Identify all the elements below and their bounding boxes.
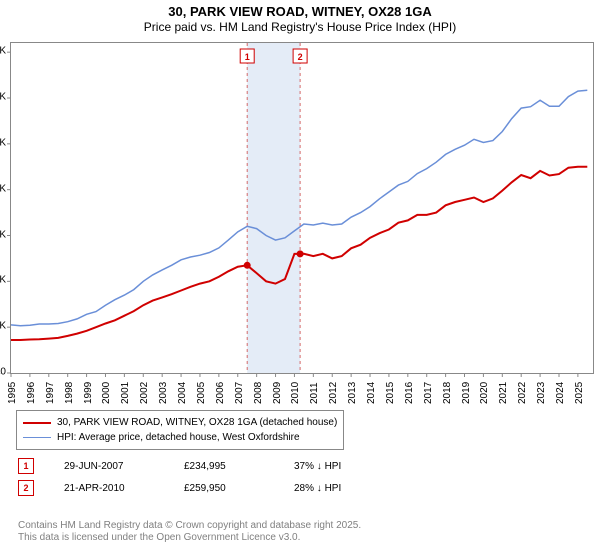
x-axis-label: 2005 bbox=[196, 382, 207, 404]
x-axis-label: 2012 bbox=[328, 382, 339, 404]
x-axis-label: 2025 bbox=[574, 382, 585, 404]
chart-title-address: 30, PARK VIEW ROAD, WITNEY, OX28 1GA bbox=[0, 4, 600, 20]
legend-label: 30, PARK VIEW ROAD, WITNEY, OX28 1GA (de… bbox=[57, 415, 337, 430]
x-axis-label: 2002 bbox=[139, 382, 150, 404]
x-axis-label: 2014 bbox=[366, 382, 377, 404]
y-axis-label: £100K bbox=[0, 321, 6, 332]
x-axis-label: 2004 bbox=[177, 382, 188, 404]
y-axis-label: £500K bbox=[0, 137, 6, 148]
x-axis-label: 1999 bbox=[83, 382, 94, 404]
legend-item: HPI: Average price, detached house, West… bbox=[23, 430, 337, 445]
x-axis-label: 2001 bbox=[120, 382, 131, 404]
x-axis-label: 2011 bbox=[309, 382, 320, 404]
x-axis-label: 2008 bbox=[253, 382, 264, 404]
y-axis-label: £0 bbox=[0, 367, 6, 378]
chart-legend: 30, PARK VIEW ROAD, WITNEY, OX28 1GA (de… bbox=[16, 410, 344, 450]
x-axis-label: 2024 bbox=[555, 382, 566, 404]
transaction-marker: 1 bbox=[18, 458, 34, 474]
copyright-footer: Contains HM Land Registry data © Crown c… bbox=[18, 520, 361, 544]
x-axis-label: 2015 bbox=[385, 382, 396, 404]
x-axis-label: 2016 bbox=[404, 382, 415, 404]
x-axis-label: 1996 bbox=[26, 382, 37, 404]
transaction-row: 2 21-APR-2010 £259,950 28% ↓ HPI bbox=[18, 480, 341, 496]
x-axis-label: 2023 bbox=[536, 382, 547, 404]
x-axis-label: 2020 bbox=[479, 382, 490, 404]
x-axis-label: 2000 bbox=[101, 382, 112, 404]
x-axis-label: 2017 bbox=[423, 382, 434, 404]
x-axis-label: 2009 bbox=[272, 382, 283, 404]
y-axis-label: £600K bbox=[0, 92, 6, 103]
x-axis-label: 2022 bbox=[517, 382, 528, 404]
footer-line1: Contains HM Land Registry data © Crown c… bbox=[18, 520, 361, 532]
x-axis-label: 2007 bbox=[234, 382, 245, 404]
x-axis-label: 1997 bbox=[45, 382, 56, 404]
transaction-delta: 37% ↓ HPI bbox=[294, 461, 341, 472]
x-axis-label: 2019 bbox=[461, 382, 472, 404]
transaction-delta: 28% ↓ HPI bbox=[294, 483, 341, 494]
x-axis-label: 2013 bbox=[347, 382, 358, 404]
svg-text:1: 1 bbox=[245, 52, 250, 62]
transaction-row: 1 29-JUN-2007 £234,995 37% ↓ HPI bbox=[18, 458, 341, 474]
transaction-price: £234,995 bbox=[184, 461, 264, 472]
transactions-table: 1 29-JUN-2007 £234,995 37% ↓ HPI 2 21-APR-201… bbox=[18, 458, 341, 502]
transaction-date: 21-APR-2010 bbox=[64, 483, 154, 494]
legend-swatch bbox=[23, 422, 51, 424]
x-axis-label: 1998 bbox=[64, 382, 75, 404]
transaction-date: 29-JUN-2007 bbox=[64, 461, 154, 472]
x-axis-label: 2018 bbox=[442, 382, 453, 404]
legend-label: HPI: Average price, detached house, West… bbox=[57, 430, 300, 445]
y-axis-label: £200K bbox=[0, 275, 6, 286]
transaction-marker: 2 bbox=[18, 480, 34, 496]
x-axis-label: 1995 bbox=[7, 382, 18, 404]
svg-text:2: 2 bbox=[298, 52, 303, 62]
price-chart: 12 bbox=[10, 42, 594, 374]
y-axis-label: £300K bbox=[0, 229, 6, 240]
legend-item: 30, PARK VIEW ROAD, WITNEY, OX28 1GA (de… bbox=[23, 415, 337, 430]
x-axis-label: 2010 bbox=[290, 382, 301, 404]
footer-line2: This data is licensed under the Open Gov… bbox=[18, 532, 361, 544]
chart-title-subtitle: Price paid vs. HM Land Registry's House … bbox=[0, 20, 600, 35]
x-axis-label: 2006 bbox=[215, 382, 226, 404]
y-axis-label: £400K bbox=[0, 183, 6, 194]
x-axis-label: 2021 bbox=[498, 382, 509, 404]
legend-swatch bbox=[23, 437, 51, 438]
transaction-price: £259,950 bbox=[184, 483, 264, 494]
y-axis-label: £700K bbox=[0, 46, 6, 57]
x-axis-label: 2003 bbox=[158, 382, 169, 404]
